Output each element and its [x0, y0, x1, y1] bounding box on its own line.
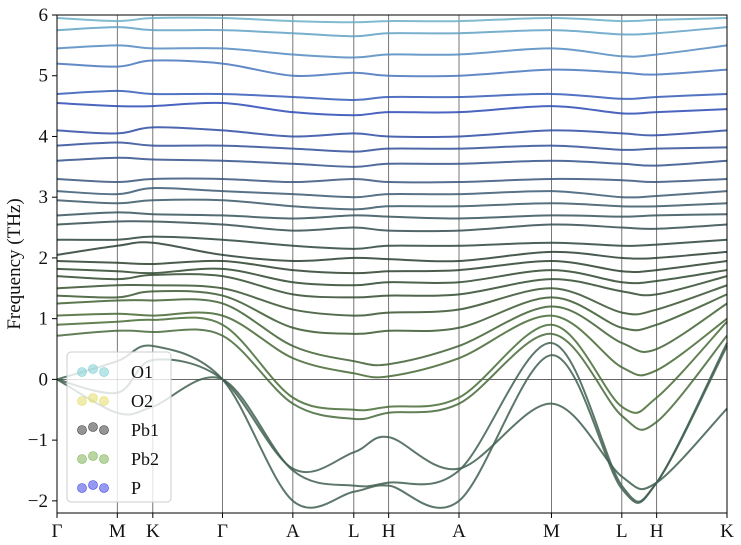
y-tick-label: 0 — [39, 369, 49, 390]
y-tick-label: 1 — [39, 309, 49, 330]
legend-box — [66, 351, 172, 503]
legend-marker — [99, 483, 109, 493]
y-tick-label: 4 — [39, 126, 49, 147]
phonon-band-line — [56, 328, 728, 431]
x-tick-label: K — [720, 521, 734, 542]
phonon-band-line — [56, 298, 728, 367]
y-tick-label: 5 — [39, 66, 49, 87]
legend-marker — [99, 367, 109, 377]
legend-marker — [88, 364, 98, 374]
phonon-band-line — [56, 89, 728, 102]
phonon-band-line — [56, 101, 728, 117]
y-tick-label: −2 — [28, 491, 48, 512]
phonon-band-line — [56, 259, 728, 275]
legend-label: P — [131, 478, 141, 498]
phonon-band-line — [56, 187, 728, 199]
phonon-band-line — [56, 141, 728, 153]
legend-label: Pb2 — [131, 449, 159, 469]
x-tick-label: L — [348, 521, 360, 542]
phonon-band-line — [56, 211, 728, 220]
phonon-band-line — [56, 126, 728, 139]
legend-marker — [77, 454, 87, 464]
y-tick-label: 2 — [39, 248, 49, 269]
legend-label: O2 — [131, 391, 153, 411]
x-tick-label: A — [286, 521, 300, 542]
phonon-band-line — [56, 267, 728, 287]
x-tick-label: M — [109, 521, 126, 542]
phonon-band-line — [56, 26, 728, 38]
x-tick-label: H — [650, 521, 664, 542]
legend-marker — [77, 425, 87, 435]
plot-frame — [56, 14, 728, 514]
phonon-band-line — [56, 177, 728, 184]
legend-marker — [99, 425, 109, 435]
legend-marker — [88, 451, 98, 461]
x-tick-label: M — [543, 521, 560, 542]
phonon-band-line — [56, 235, 728, 250]
phonon-band-line — [56, 198, 728, 211]
legend-marker — [77, 396, 87, 406]
legend-marker — [77, 483, 87, 493]
legend-label: O1 — [131, 362, 153, 382]
legend-marker — [88, 422, 98, 432]
legend-marker — [88, 480, 98, 490]
phonon-band-line — [56, 59, 728, 78]
legend: O1 O2 Pb1 Pb2 P — [66, 351, 172, 503]
y-tick-label: 6 — [39, 5, 49, 26]
phonon-band-line — [56, 241, 728, 263]
phonon-band-line — [56, 16, 728, 24]
phonon-band-line — [56, 342, 728, 509]
x-tick-label: Γ — [217, 521, 228, 542]
phonon-band-line — [56, 311, 728, 379]
phonon-band-line — [56, 316, 728, 414]
phonon-band-line — [56, 283, 728, 317]
legend-marker — [77, 367, 87, 377]
legend-marker — [88, 393, 98, 403]
x-tick-label: K — [146, 521, 160, 542]
y-tick-label: −1 — [28, 430, 48, 451]
legend-marker — [99, 396, 109, 406]
legend-marker — [99, 454, 109, 464]
phonon-band-line — [56, 156, 728, 168]
y-tick-label: 3 — [39, 187, 49, 208]
x-tick-label: L — [616, 521, 628, 542]
phonon-band-line — [56, 220, 728, 233]
phonon-band-line — [56, 273, 728, 299]
x-tick-label: H — [382, 521, 396, 542]
phonon-band-line — [56, 289, 728, 335]
y-axis-label: Frequency (THz) — [4, 198, 25, 329]
legend-label: Pb1 — [131, 420, 159, 440]
phonon-band-line — [56, 44, 728, 59]
x-tick-label: Γ — [52, 521, 63, 542]
x-tick-label: A — [452, 521, 466, 542]
